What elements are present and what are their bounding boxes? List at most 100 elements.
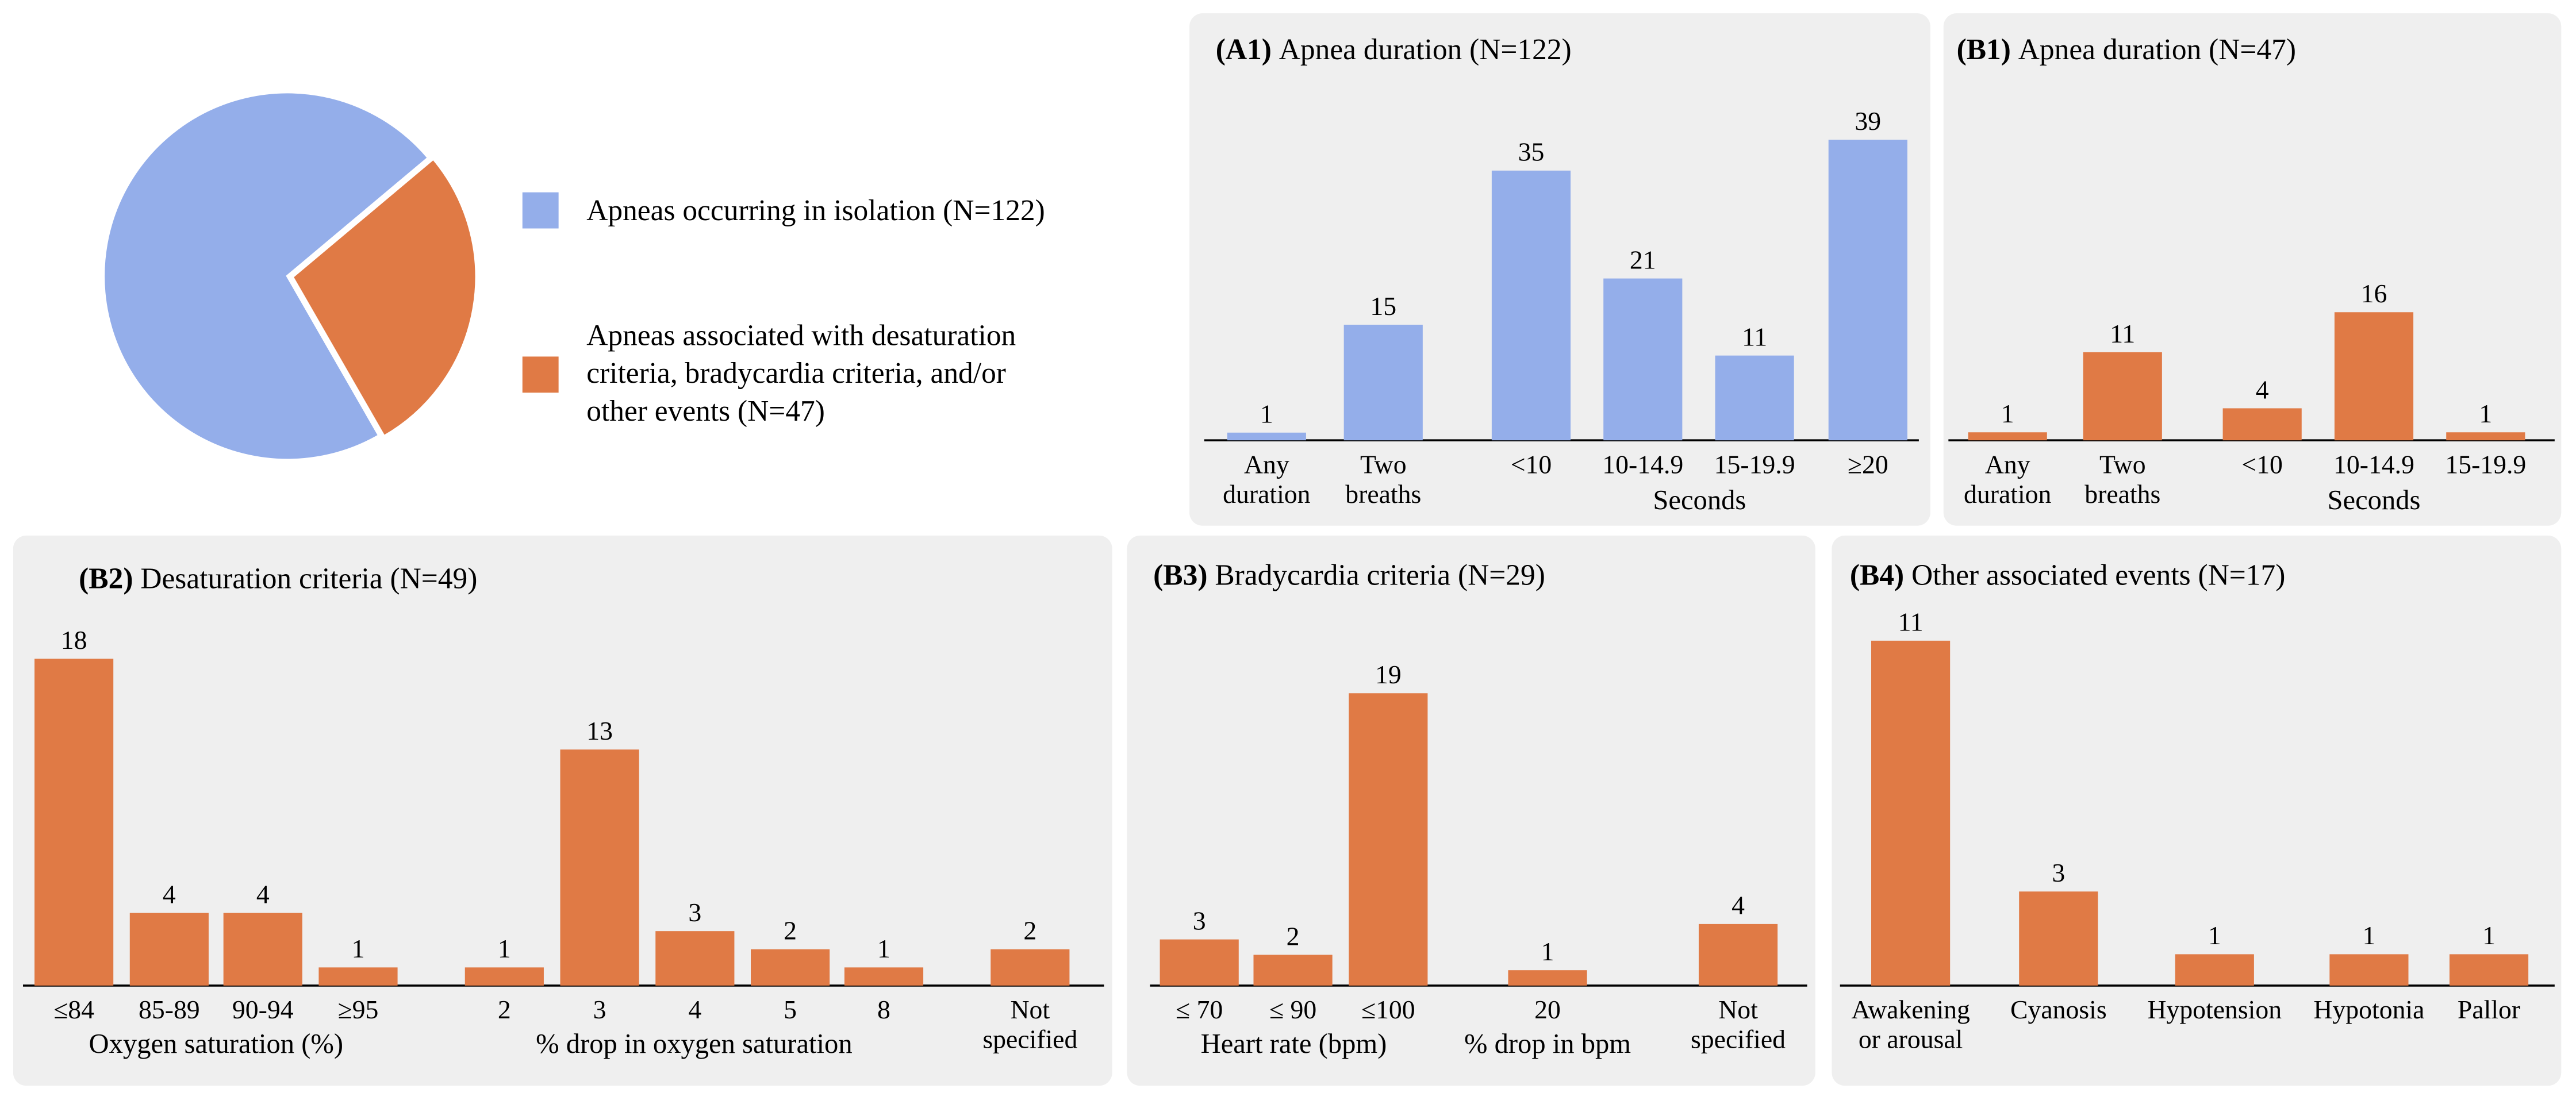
category-label: Not specified [1691,995,1786,1053]
category-label: <10 [2241,449,2283,479]
panel-title-text: Other associated events (N=17) [1911,559,2285,592]
value-label: 16 [2361,279,2387,308]
value-label: 3 [688,898,701,927]
panel-title-text: Apnea duration (N=122) [1279,33,1572,66]
value-label: 2 [1287,921,1300,951]
value-label: 1 [2482,921,2496,950]
bar [318,967,398,986]
value-label: 1 [2001,399,2014,428]
panel-title-text: Apnea duration (N=47) [2018,33,2296,66]
bar [1968,432,2047,441]
group-label: % drop in bpm [1464,1028,1631,1059]
pie-slice [102,91,431,461]
bar [2019,891,2098,986]
bar [1253,955,1333,986]
bar [751,949,830,986]
panel-b4 [1832,535,2562,1086]
group-label: Heart rate (bpm) [1201,1028,1387,1059]
bar [464,967,544,986]
panel-id: (B3) [1153,559,1207,592]
category-label: ≥95 [338,995,379,1024]
bar [1871,640,1951,986]
bar [991,949,1070,986]
legend-swatch [522,356,559,393]
panel-title-text: Bradycardia criteria (N=29) [1215,559,1545,592]
bar [2083,352,2162,441]
category-label: ≤100 [1361,995,1415,1024]
bar [129,913,209,986]
value-label: 21 [1630,245,1656,274]
panel-id: (B2) [79,562,133,595]
value-label: 1 [2479,399,2492,428]
legend-swatch [522,192,559,229]
bar [2329,954,2409,986]
category-label: Any duration [1223,449,1310,508]
value-label: 4 [1732,891,1745,920]
value-label: 18 [61,625,87,655]
panel-title: (B4) Other associated events (N=17) [1850,559,2285,592]
value-label: 4 [2256,375,2269,404]
value-label: 13 [586,716,613,745]
bar [1603,278,1683,441]
value-label: 11 [2110,319,2135,348]
category-label: Any duration [1964,449,2051,508]
bar [1491,170,1571,441]
value-label: 19 [1375,660,1402,689]
bar [2449,954,2529,986]
group-label: Seconds [2328,484,2421,516]
value-label: 3 [1193,906,1206,935]
value-label: 39 [1855,106,1881,136]
category-label: 90-94 [232,995,294,1024]
bar [1227,432,1306,441]
category-label: ≤84 [53,995,94,1024]
group-label: Oxygen saturation (%) [89,1028,343,1059]
bar [1343,325,1423,441]
bar [1160,939,1239,986]
panel-id: (A1) [1216,33,1272,66]
category-label: Pallor [2458,995,2520,1024]
legend-label: Apneas associated with desaturation crite… [586,319,1016,427]
value-label: 2 [784,916,797,945]
category-label: ≤ 70 [1176,995,1223,1024]
category-label: ≤ 90 [1269,995,1316,1024]
panel-title: (B2) Desaturation criteria (N=49) [79,562,477,595]
value-label: 1 [2362,921,2375,950]
bar [1698,924,1778,986]
value-label: 11 [1742,322,1767,352]
group-label: Seconds [1653,484,1746,516]
panel-id: (B4) [1850,559,1904,592]
value-label: 1 [498,934,511,963]
bar [1508,970,1587,986]
panel-title-text: Desaturation criteria (N=49) [140,562,477,595]
bar [34,659,114,986]
category-label: Two breaths [1345,449,1421,508]
panel-title: (A1) Apnea duration (N=122) [1216,33,1572,66]
value-label: 1 [877,934,890,963]
panel-b3 [1127,535,1815,1086]
bar [223,913,302,986]
category-label: 8 [877,995,890,1024]
bar [844,967,924,986]
pie-slice [290,157,478,438]
category-label: Cyanosis [2010,995,2107,1024]
category-label: 15-19.9 [1714,449,1795,479]
panel-title: (B3) Bradycardia criteria (N=29) [1153,559,1545,592]
value-label: 4 [256,879,270,909]
category-label: 4 [688,995,701,1024]
value-label: 11 [1898,607,1924,637]
bar [560,749,639,986]
category-label: 85-89 [139,995,200,1024]
category-label: 10-14.9 [2333,449,2414,479]
bar [2446,432,2525,441]
value-label: 1 [1260,399,1273,429]
legend-label: Apneas occurring in isolation (N=122) [586,194,1045,227]
category-label: 2 [498,995,511,1024]
category-label: Awakening or arousal [1851,995,1970,1053]
bar [1715,355,1794,441]
category-label: ≥20 [1848,449,1888,479]
value-label: 1 [1541,937,1554,966]
value-label: 1 [2208,921,2221,950]
category-label: <10 [1511,449,1552,479]
